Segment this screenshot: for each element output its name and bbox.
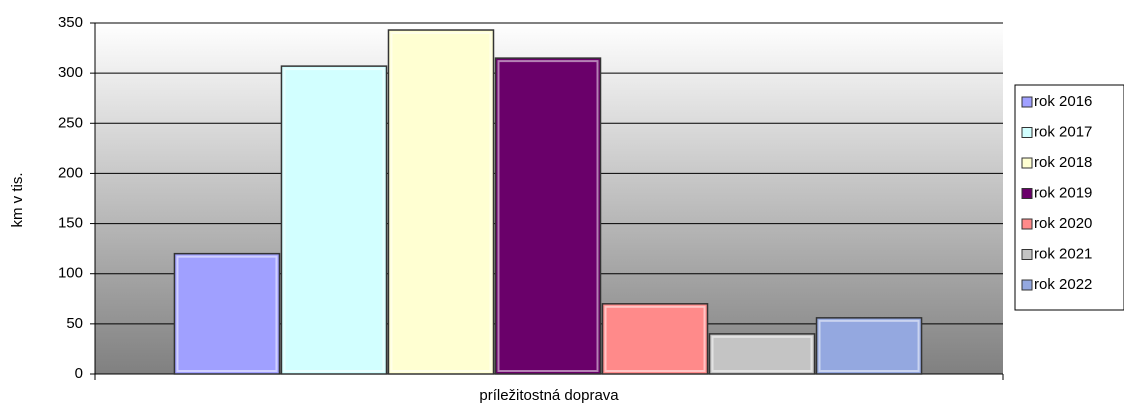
y-tick-label: 50 [66,315,83,332]
legend-label: rok 2018 [1034,154,1092,171]
y-tick-label: 350 [58,14,83,31]
y-axis-label: km v tis. [9,173,26,228]
bar [601,303,709,375]
legend-swatch [1021,188,1033,199]
bar-bevel [497,60,599,372]
legend-label: rok 2016 [1034,93,1092,110]
legend-label: rok 2020 [1034,215,1092,232]
y-tick-label: 300 [58,64,83,81]
bar [494,57,602,375]
bar-bevel [176,255,278,372]
x-tick-label: príležitostná doprava [479,387,619,403]
bar [280,65,388,375]
legend-label: rok 2022 [1034,276,1092,293]
y-tick-label: 100 [58,265,83,282]
legend-label: rok 2017 [1034,123,1092,140]
y-tick-label: 150 [58,215,83,232]
bar-bevel [818,319,920,372]
bar-bevel [604,305,706,372]
bar-bevel [283,68,385,372]
legend-swatch [1021,127,1033,138]
bar [173,252,281,375]
legend-label: rok 2019 [1034,184,1092,201]
bar [387,29,495,375]
legend-swatch [1021,279,1033,291]
legend-swatch [1021,157,1033,169]
legend [1014,84,1124,311]
bar [708,333,816,375]
y-tick-label: 250 [58,114,83,131]
legend-swatch [1021,96,1033,108]
bar [815,317,923,375]
bar-bevel [390,32,492,373]
legend-swatch [1021,249,1033,260]
legend-label: rok 2021 [1034,245,1092,262]
legend-swatch [1021,218,1033,230]
y-tick-label: 200 [58,164,83,181]
bar-bevel [711,335,813,372]
y-tick-label: 0 [75,365,83,382]
